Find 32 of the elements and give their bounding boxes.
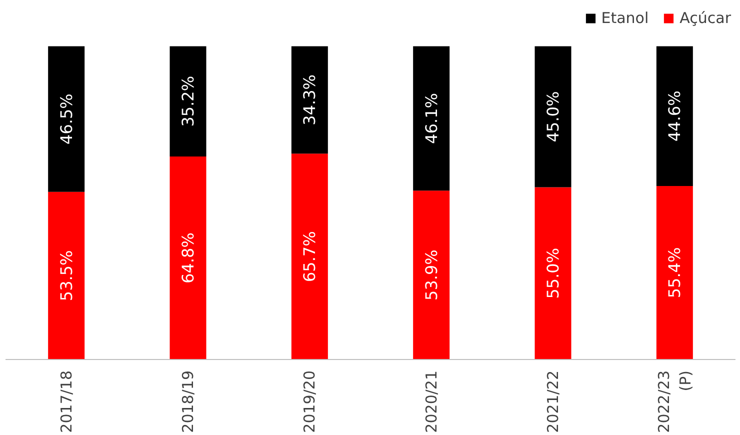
bar: [291, 154, 328, 360]
bar: [291, 46, 328, 154]
x-tick-label: 2020/21: [422, 370, 440, 433]
x-tick-label: 2018/19: [179, 370, 197, 433]
data-label: 64.8%: [178, 232, 198, 284]
bar: [534, 46, 572, 188]
legend-label: Etanol: [601, 9, 649, 27]
data-label: 65.7%: [300, 231, 320, 282]
bar: [48, 192, 85, 360]
data-label: 46.1%: [422, 93, 441, 144]
x-tick-label: 2022/23 (P): [654, 370, 694, 433]
data-label: 53.5%: [56, 250, 76, 302]
bar: [656, 186, 693, 360]
bar: [656, 46, 693, 186]
data-label: 45.0%: [544, 91, 562, 142]
x-tick-label: 2019/20: [300, 370, 319, 433]
x-tick-label: 2017/18: [57, 370, 76, 433]
bar: [413, 190, 450, 360]
data-label: 44.6%: [665, 90, 684, 142]
bar: [413, 46, 450, 191]
bar: [170, 156, 206, 360]
bar: [48, 46, 85, 192]
data-label: 53.9%: [422, 250, 441, 300]
data-label: 34.3%: [300, 74, 320, 126]
legend-label: Açúcar: [680, 9, 731, 27]
data-label: 55.0%: [544, 248, 562, 299]
bar: [534, 187, 572, 360]
data-label: 55.4%: [665, 247, 684, 298]
data-label: 35.2%: [178, 76, 198, 127]
x-tick-label: 2021/22: [544, 370, 562, 433]
bar: [170, 46, 206, 156]
data-label: 46.5%: [56, 94, 76, 144]
